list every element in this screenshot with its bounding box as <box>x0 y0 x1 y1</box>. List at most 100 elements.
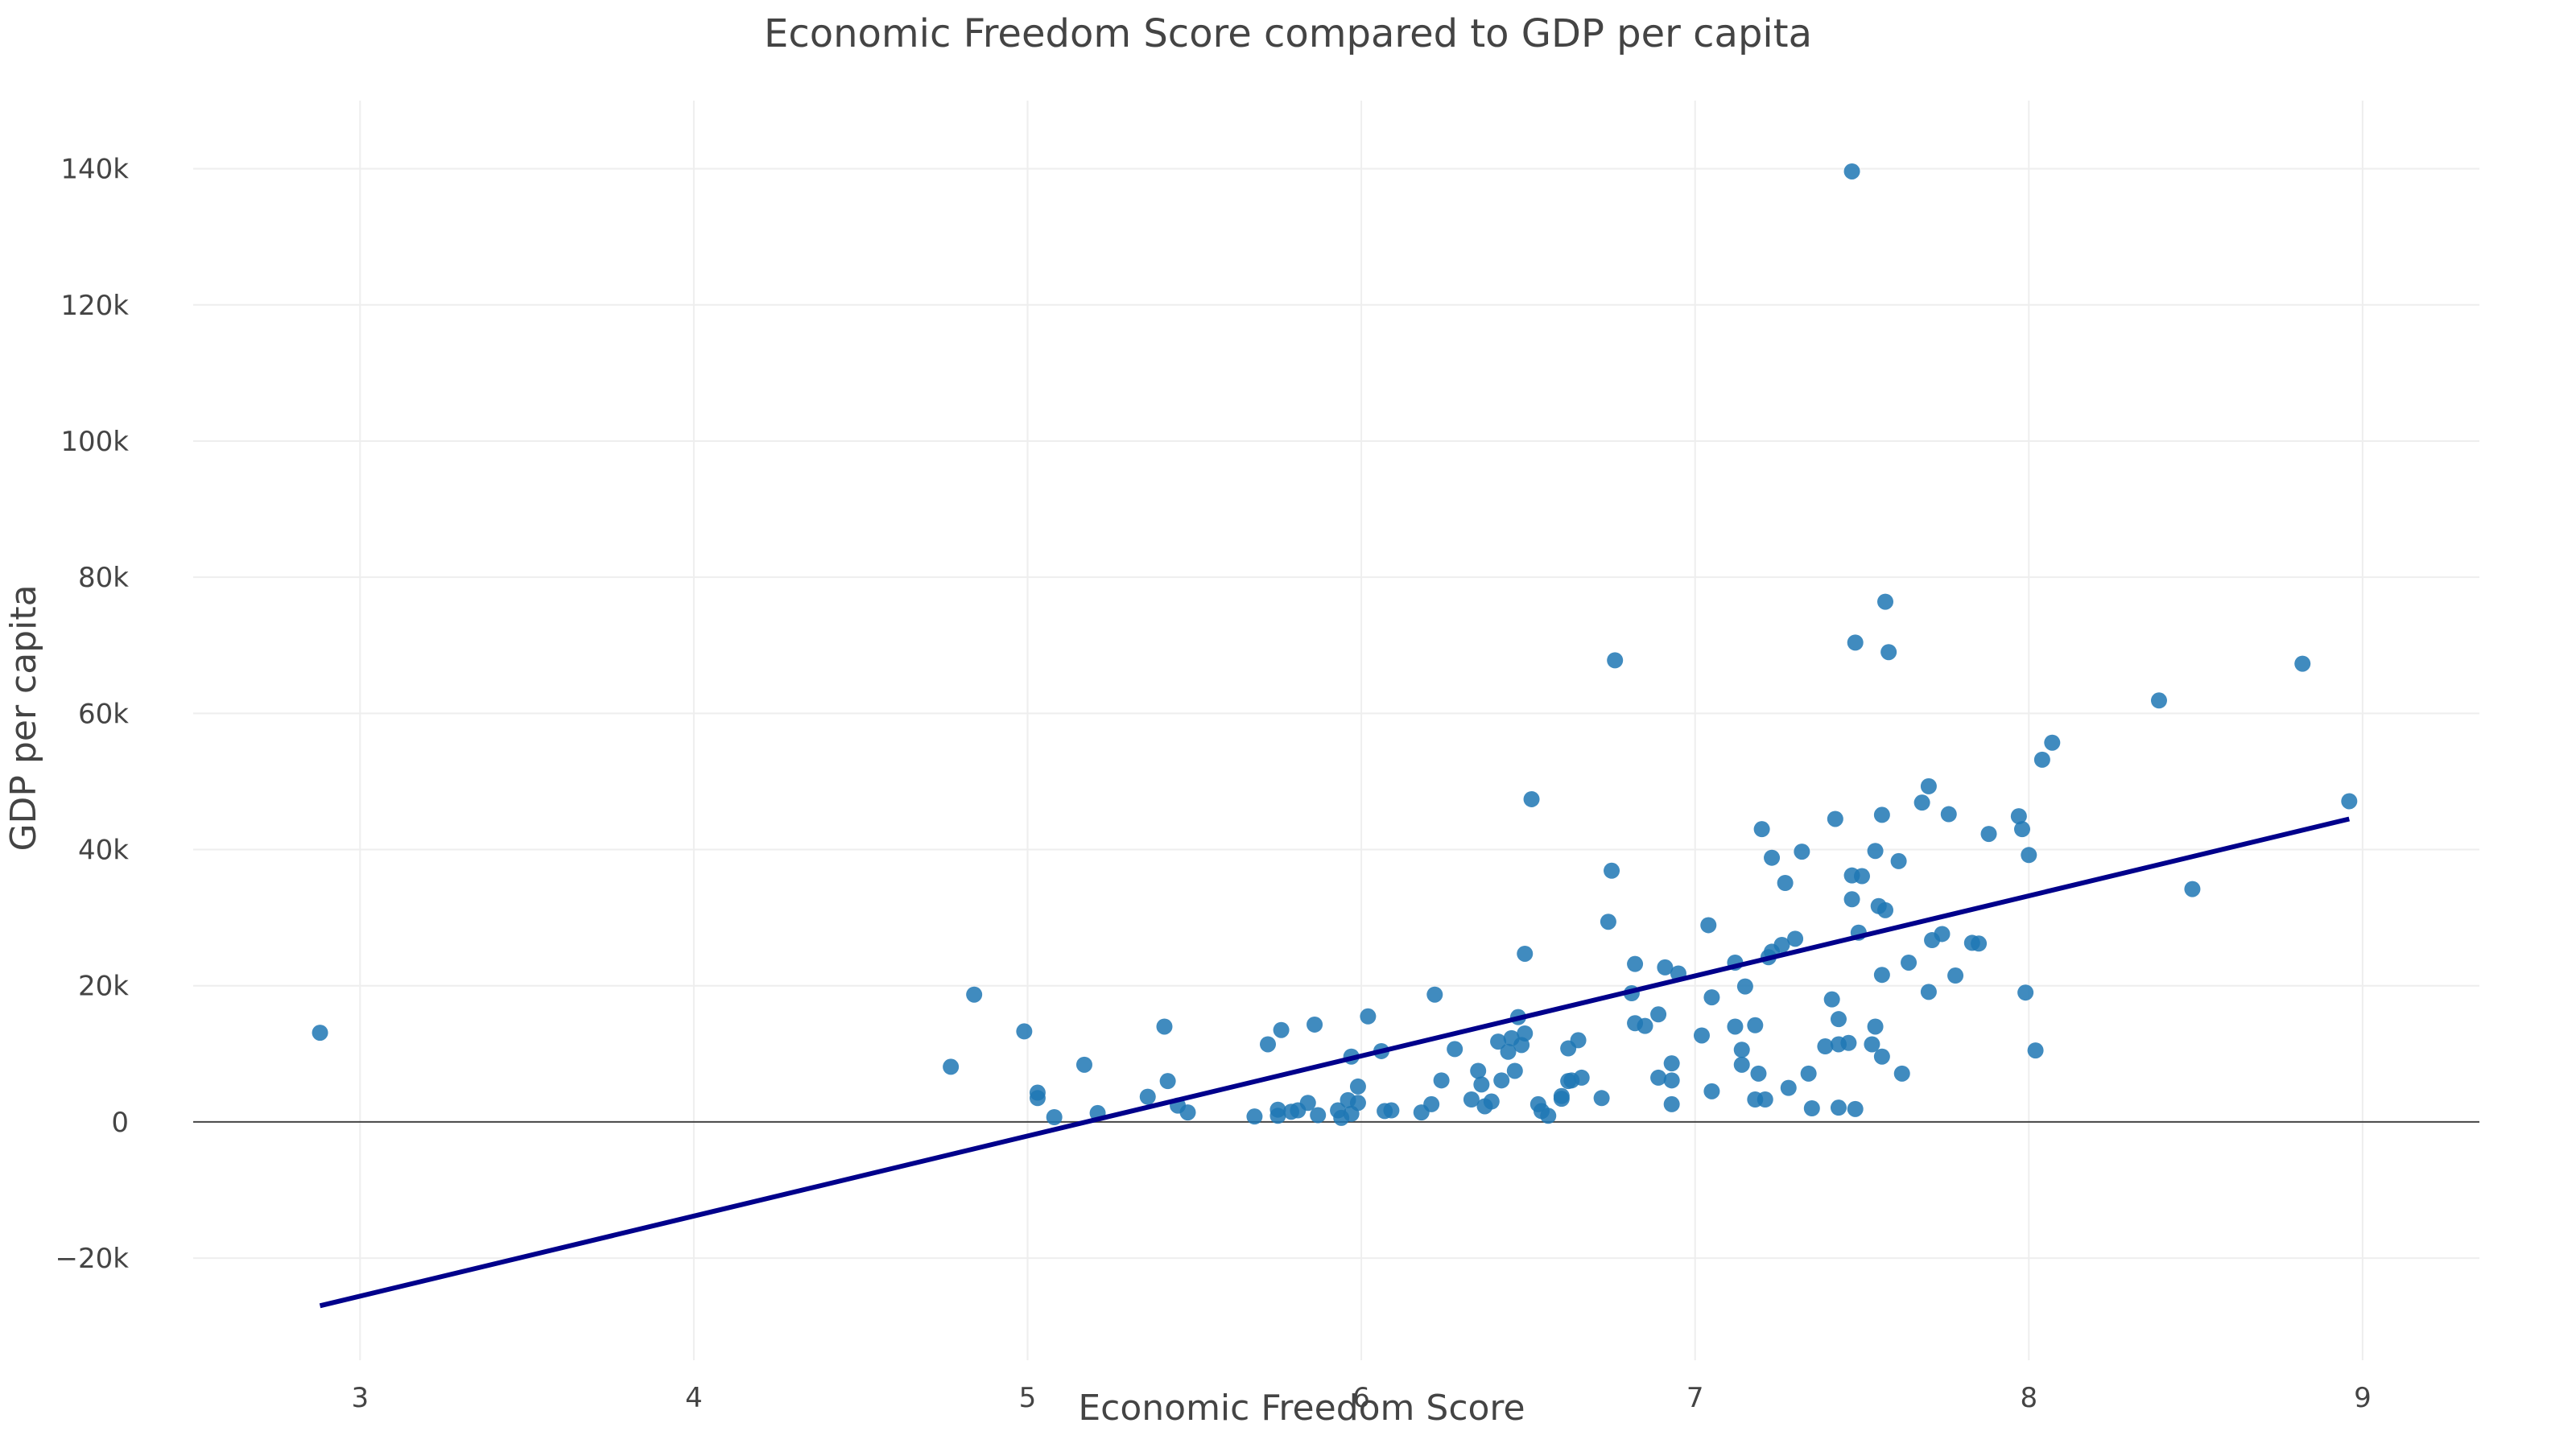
data-point <box>1593 1090 1610 1107</box>
data-point <box>1980 826 1997 843</box>
data-point <box>1663 1055 1680 1072</box>
data-point <box>1663 1072 1680 1089</box>
x-tick-label: 8 <box>2020 1382 2037 1414</box>
data-point <box>1269 1108 1286 1124</box>
data-point <box>1794 844 1810 860</box>
data-point <box>1573 1069 1590 1086</box>
y-axis-title: GDP per capita <box>3 584 44 851</box>
data-point <box>1733 1042 1750 1058</box>
data-point <box>1273 1021 1290 1038</box>
data-point <box>2294 655 2311 672</box>
data-point <box>1473 1076 1490 1093</box>
data-point <box>1360 1008 1377 1025</box>
data-point <box>1733 1056 1750 1073</box>
x-tick-label: 9 <box>2354 1382 2372 1414</box>
data-point <box>1506 1062 1523 1079</box>
data-point <box>1540 1108 1557 1124</box>
data-point <box>1627 955 1644 972</box>
data-point <box>1920 778 1937 794</box>
x-tick-label: 7 <box>1686 1382 1704 1414</box>
data-point <box>1299 1095 1316 1112</box>
data-point <box>1517 1025 1534 1042</box>
data-point <box>1650 1006 1667 1023</box>
data-point <box>1470 1062 1487 1079</box>
data-point <box>1553 1091 1570 1108</box>
data-point <box>1349 1078 1366 1095</box>
data-point <box>2010 808 2027 825</box>
data-point <box>1500 1043 1517 1060</box>
data-point <box>1517 945 1534 962</box>
data-point <box>1693 1027 1710 1044</box>
data-point <box>1423 1095 1440 1112</box>
data-point <box>1600 914 1616 930</box>
data-point <box>1383 1102 1400 1119</box>
data-point <box>1864 1036 1880 1053</box>
data-point <box>2033 751 2050 768</box>
data-points <box>312 163 2358 1126</box>
data-point <box>1803 1100 1820 1116</box>
data-point <box>1873 967 1890 984</box>
data-point <box>1493 1072 1510 1089</box>
data-point <box>1139 1088 1156 1105</box>
y-tick-label: 40k <box>78 835 129 867</box>
data-point <box>1893 1065 1910 1082</box>
data-point <box>1246 1108 1263 1125</box>
x-tick-label: 6 <box>1352 1382 1370 1414</box>
data-point <box>1877 593 1894 610</box>
data-point <box>2027 1042 2044 1059</box>
data-point <box>1823 991 1840 1008</box>
data-point <box>1827 811 1843 827</box>
data-point <box>1700 917 1717 934</box>
y-tick-label: 120k <box>60 290 129 322</box>
x-tick-label: 4 <box>685 1382 703 1414</box>
data-point <box>1920 984 1937 1000</box>
data-point <box>1657 959 1674 976</box>
data-point <box>1867 843 1884 860</box>
data-point <box>1750 1065 1767 1082</box>
data-point <box>1650 1069 1667 1086</box>
data-point <box>1179 1104 1196 1121</box>
data-point <box>1773 936 1790 953</box>
data-point <box>1843 163 1860 179</box>
data-point <box>1847 634 1864 651</box>
data-point <box>312 1025 328 1042</box>
data-point <box>1604 862 1620 879</box>
data-point <box>1913 794 1930 811</box>
data-point <box>1156 1018 1173 1035</box>
data-point <box>1853 868 1870 885</box>
data-point <box>2014 821 2030 838</box>
y-tick-label: 0 <box>111 1107 129 1139</box>
data-point <box>1971 935 1988 952</box>
data-point <box>966 986 983 1003</box>
data-point <box>1075 1056 1092 1073</box>
data-point <box>1947 967 1964 984</box>
data-point <box>1873 806 1890 823</box>
data-point <box>1447 1041 1463 1058</box>
data-point <box>2044 734 2061 751</box>
data-point <box>2150 692 2167 709</box>
data-point <box>1940 806 1957 823</box>
data-point <box>1757 1091 1773 1108</box>
data-point <box>2017 984 2034 1001</box>
data-point <box>1880 644 1897 661</box>
data-point <box>1663 1095 1680 1112</box>
data-point <box>1890 852 1907 869</box>
data-point <box>1780 1079 1797 1096</box>
data-point <box>1307 1016 1323 1033</box>
data-point <box>1703 1083 1720 1099</box>
data-point <box>2341 793 2358 810</box>
data-point <box>1433 1072 1450 1089</box>
data-point <box>1817 1038 1834 1055</box>
trendline-layer <box>319 816 2350 1309</box>
data-point <box>1877 901 1894 918</box>
data-point <box>1800 1065 1817 1082</box>
data-point <box>1703 989 1720 1006</box>
data-point <box>1426 986 1443 1003</box>
trendline <box>319 816 2350 1309</box>
y-axis-ticks: −20k 0 20k 40k 60k 80k 100k 120k 140k <box>56 154 130 1276</box>
x-tick-label: 5 <box>1019 1382 1037 1414</box>
y-tick-label: 20k <box>78 971 129 1003</box>
data-point <box>1901 954 1918 971</box>
data-point <box>2184 881 2201 897</box>
